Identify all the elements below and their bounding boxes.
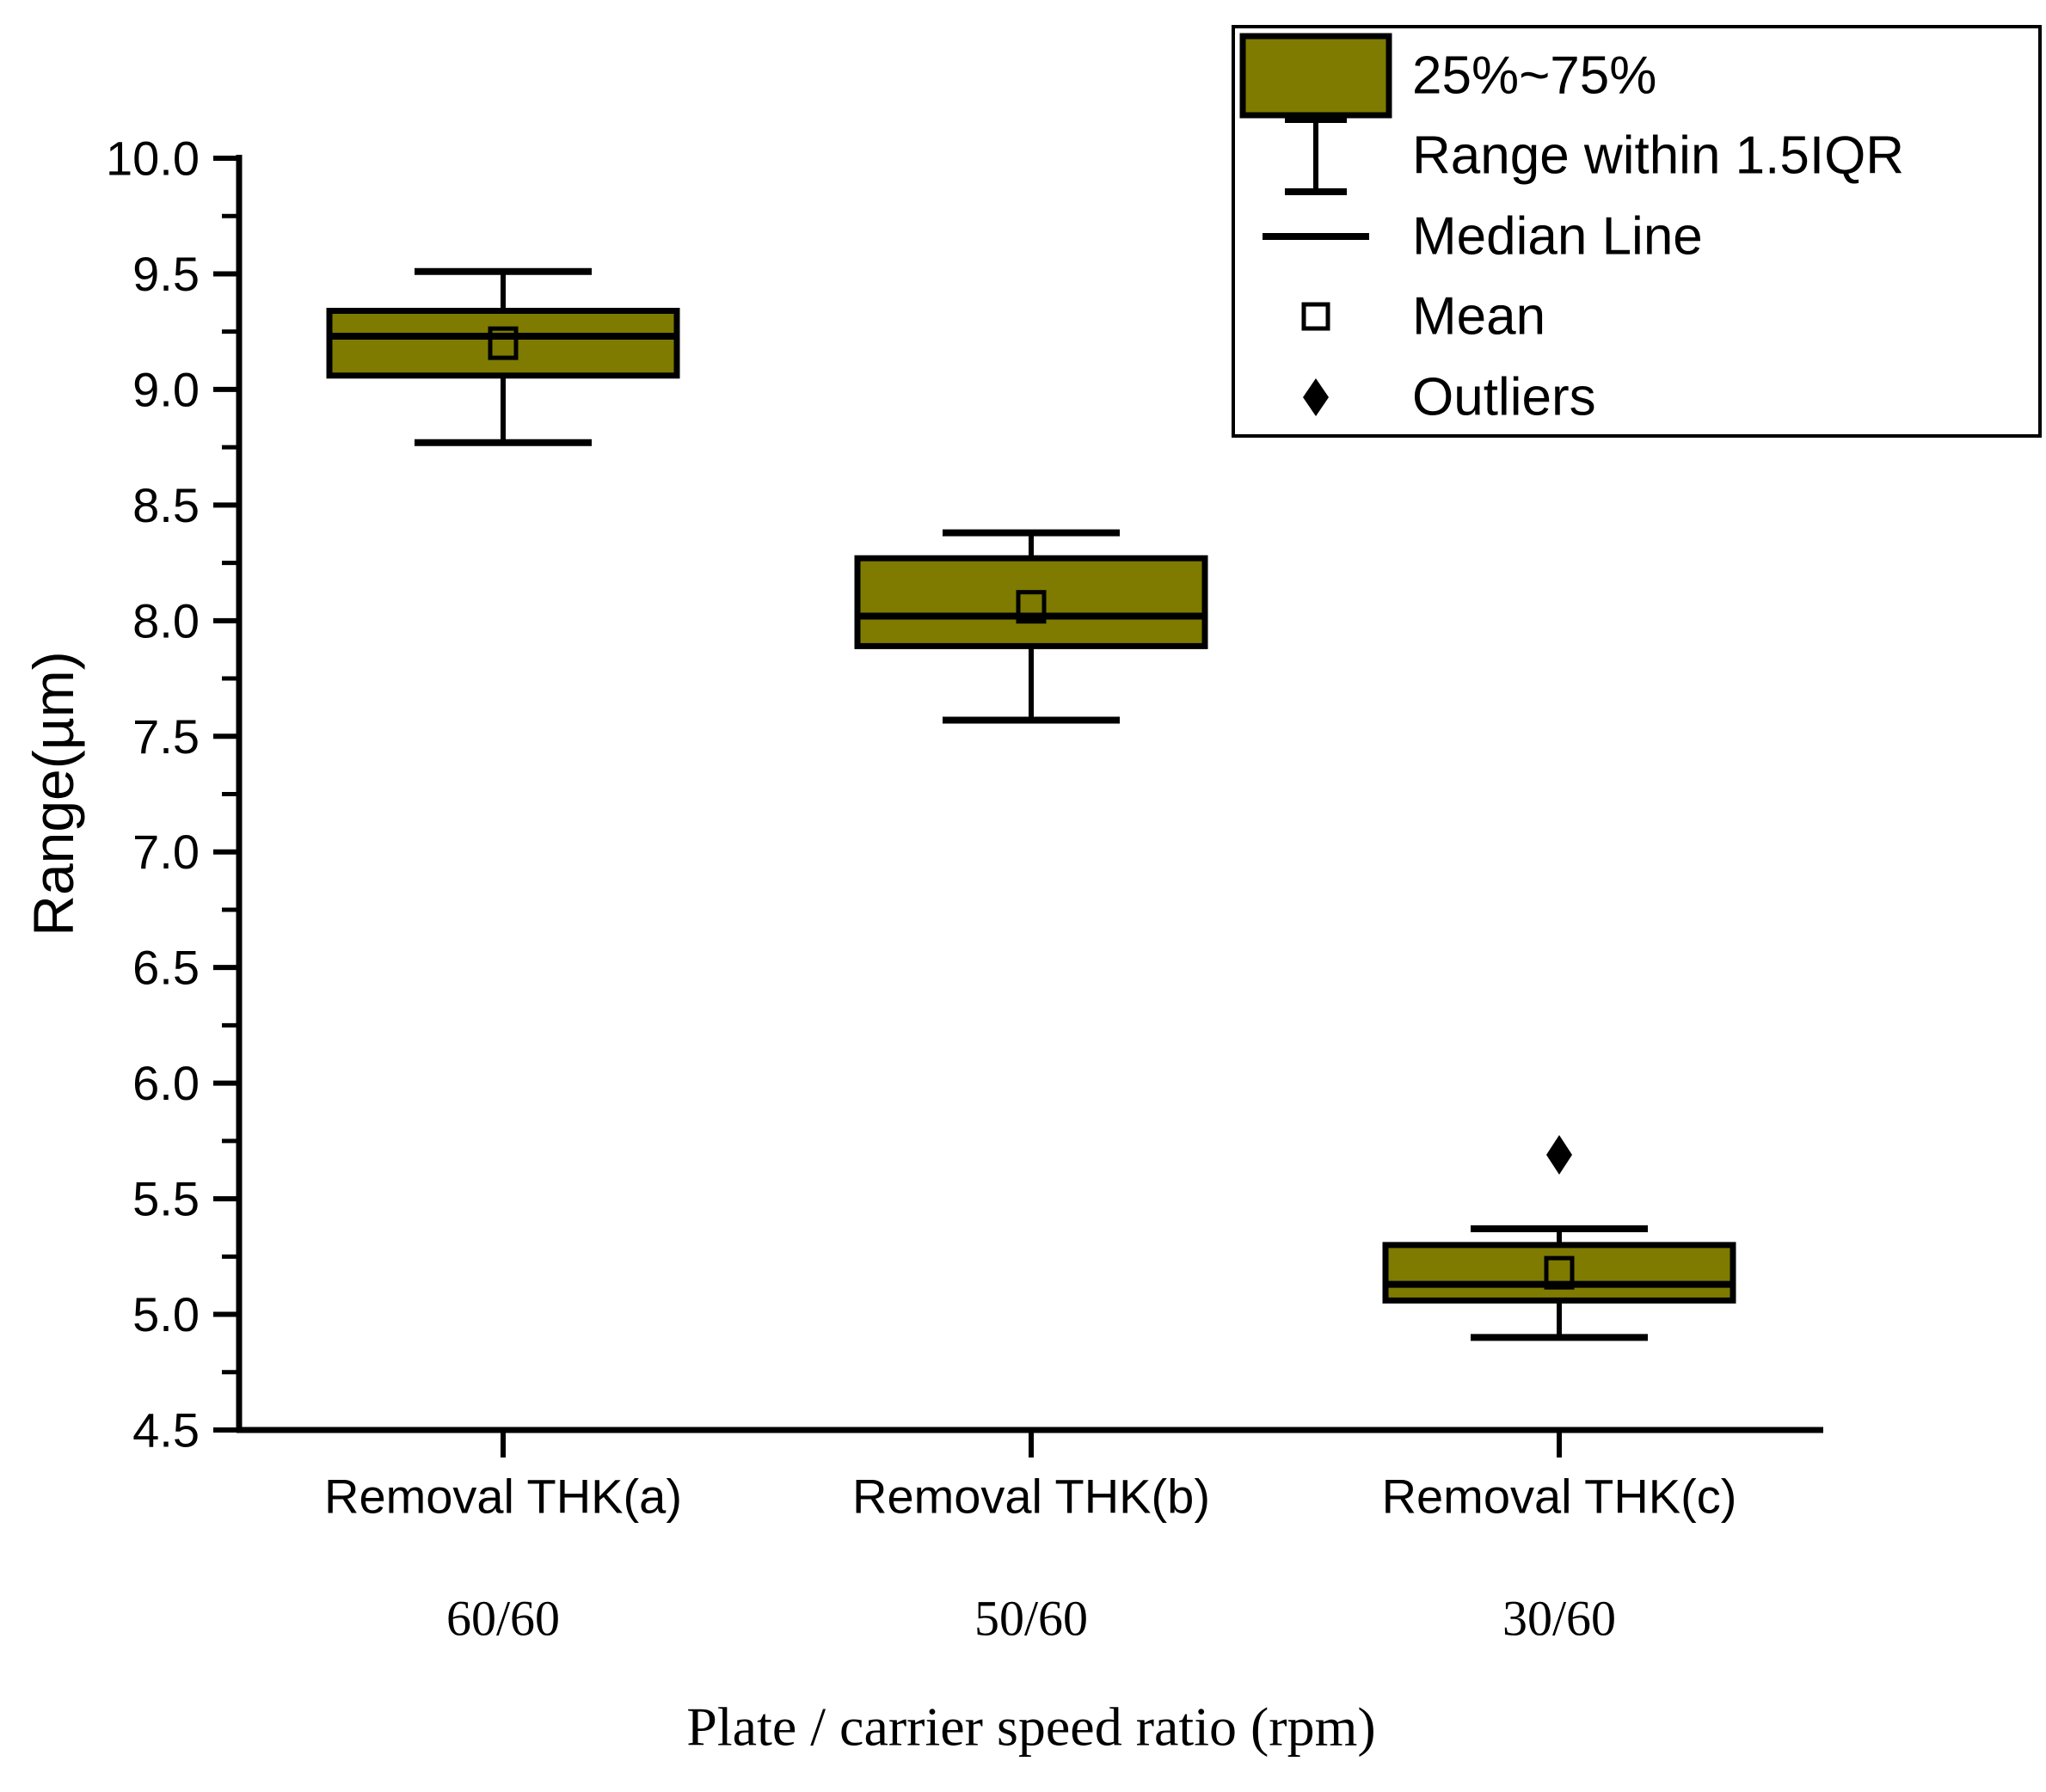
legend-mean-icon bbox=[1301, 302, 1330, 331]
x-category-label: Removal THK(c) bbox=[1382, 1470, 1737, 1524]
x-category-label: Removal THK(a) bbox=[324, 1470, 682, 1524]
boxplot-series-3 bbox=[1382, 1134, 1736, 1341]
y-axis-title: Range(µm) bbox=[22, 651, 85, 936]
legend: 25%~75% Range within 1.5IQR Median Line Mea… bbox=[1232, 25, 2042, 438]
y-tick-label: 8.0 bbox=[132, 593, 200, 647]
y-tick-label: 5.5 bbox=[132, 1172, 200, 1226]
legend-box-icon bbox=[1239, 33, 1392, 119]
y-tick-label: 6.0 bbox=[132, 1056, 200, 1110]
boxplot-series-1 bbox=[326, 267, 680, 446]
x-category-label: Removal THK(b) bbox=[852, 1470, 1210, 1524]
x-ratio-label: 50/60 bbox=[974, 1591, 1088, 1647]
x-ratio-label: 30/60 bbox=[1502, 1591, 1616, 1647]
x-axis-title: Plate / carrier speed ratio (rpm) bbox=[686, 1697, 1375, 1758]
x-ratio-label: 60/60 bbox=[446, 1591, 560, 1647]
y-tick-label: 4.5 bbox=[132, 1403, 200, 1458]
y-tick-label: 9.5 bbox=[132, 247, 200, 301]
outlier-marker bbox=[1546, 1134, 1572, 1175]
mean-marker bbox=[1544, 1255, 1575, 1290]
iqr-box bbox=[854, 555, 1208, 649]
mean-marker bbox=[1016, 590, 1047, 624]
y-tick-label: 6.5 bbox=[132, 941, 200, 995]
y-tick-label: 5.0 bbox=[132, 1287, 200, 1341]
iqr-box bbox=[1382, 1242, 1736, 1304]
legend-label: Outliers bbox=[1412, 368, 1596, 427]
y-tick-label: 9.0 bbox=[132, 362, 200, 416]
y-tick-label: 10.0 bbox=[106, 132, 200, 186]
y-tick-label: 7.5 bbox=[132, 709, 200, 764]
axes: 4.5 5.0 5.5 6.0 6.5 7.0 7.5 8.0 8.5 9.0 9.5 10.0 Rem… bbox=[106, 132, 1823, 1647]
legend-label: Median Line bbox=[1412, 207, 1703, 267]
y-tick-label: 8.5 bbox=[132, 478, 200, 532]
iqr-box bbox=[326, 307, 680, 379]
box-plots bbox=[326, 267, 1736, 1341]
boxplot-series-2 bbox=[854, 529, 1208, 724]
y-tick-label: 7.0 bbox=[132, 825, 200, 879]
legend-label: Range within 1.5IQR bbox=[1412, 126, 1904, 186]
legend-label: 25%~75% bbox=[1412, 46, 1656, 106]
legend-outlier-icon bbox=[1303, 378, 1329, 416]
legend-label: Mean bbox=[1412, 287, 1545, 347]
mean-marker bbox=[488, 326, 519, 360]
